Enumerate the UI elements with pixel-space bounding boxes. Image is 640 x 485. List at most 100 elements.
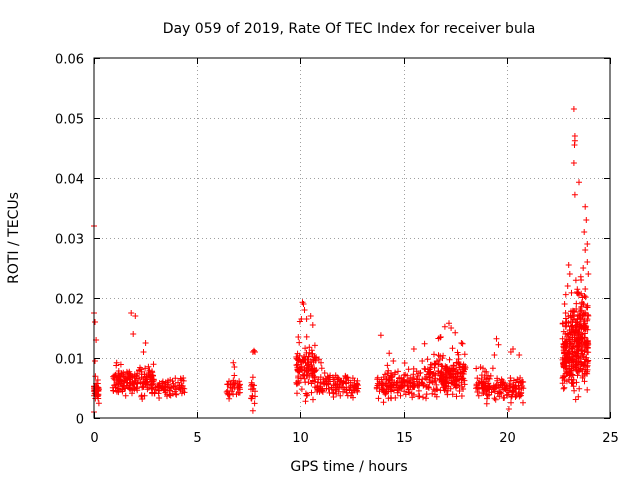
roti-point bbox=[295, 368, 302, 375]
roti-point bbox=[499, 380, 506, 387]
roti-point bbox=[583, 217, 590, 223]
roti-point bbox=[439, 355, 446, 362]
roti-point bbox=[316, 356, 322, 363]
chart-title: Day 059 of 2019, Rate Of TEC Index for r… bbox=[163, 21, 536, 37]
roti-point bbox=[341, 386, 348, 393]
roti-point bbox=[456, 364, 463, 371]
roti-point bbox=[425, 384, 432, 391]
roti-point bbox=[512, 385, 519, 392]
roti-point bbox=[458, 340, 465, 346]
roti-point bbox=[561, 384, 568, 391]
roti-point bbox=[584, 304, 591, 311]
roti-point bbox=[95, 400, 102, 407]
x-axis-label: GPS time / hours bbox=[290, 459, 407, 475]
roti-point bbox=[391, 371, 398, 378]
roti-point bbox=[307, 313, 314, 319]
roti-point bbox=[146, 375, 153, 382]
roti-point bbox=[409, 375, 416, 382]
roti-point bbox=[498, 390, 505, 397]
roti-point bbox=[115, 370, 122, 377]
roti-point bbox=[303, 333, 310, 340]
roti-point bbox=[503, 382, 510, 389]
roti-point bbox=[423, 383, 430, 390]
roti-point bbox=[427, 370, 434, 376]
roti-point bbox=[474, 375, 481, 382]
roti-point bbox=[574, 372, 581, 379]
roti-point bbox=[231, 364, 238, 370]
roti-point bbox=[388, 370, 395, 377]
roti-point bbox=[422, 366, 429, 373]
roti-point bbox=[454, 349, 461, 356]
roti-point bbox=[379, 386, 385, 393]
roti-point bbox=[249, 407, 256, 414]
roti-point bbox=[248, 395, 255, 402]
roti-point bbox=[459, 340, 466, 347]
roti-point bbox=[230, 359, 237, 366]
roti-point bbox=[294, 390, 300, 397]
roti-point bbox=[398, 375, 405, 382]
roti-point bbox=[561, 301, 568, 307]
roti-point bbox=[427, 361, 434, 368]
roti-point bbox=[491, 395, 498, 402]
roti-point bbox=[94, 393, 101, 400]
roti-point bbox=[572, 396, 579, 403]
roti-point bbox=[500, 379, 507, 386]
roti-point bbox=[438, 379, 445, 386]
roti-point bbox=[432, 391, 438, 398]
roti-point bbox=[563, 358, 570, 365]
x-tick-label: 10 bbox=[292, 431, 309, 446]
roti-point bbox=[564, 283, 571, 289]
roti-point bbox=[251, 347, 257, 354]
roti-point bbox=[380, 399, 387, 406]
roti-point bbox=[404, 383, 411, 390]
roti-point bbox=[481, 368, 488, 375]
roti-point bbox=[426, 371, 432, 378]
roti-point bbox=[407, 379, 414, 386]
roti-point bbox=[413, 368, 420, 375]
roti-point bbox=[330, 390, 337, 397]
y-tick-label: 0.05 bbox=[55, 113, 84, 128]
roti-point bbox=[320, 376, 327, 383]
roti-point bbox=[401, 388, 408, 395]
roti-point bbox=[303, 316, 310, 322]
roti-point bbox=[562, 359, 569, 366]
roti-point bbox=[418, 379, 425, 386]
roti-point bbox=[449, 391, 456, 398]
roti-point bbox=[138, 368, 145, 375]
roti-point bbox=[506, 380, 513, 387]
roti-point bbox=[116, 372, 123, 379]
roti-point bbox=[410, 384, 417, 390]
roti-point bbox=[140, 349, 147, 355]
roti-point bbox=[424, 356, 431, 363]
roti-point bbox=[485, 380, 492, 387]
roti-point bbox=[379, 380, 386, 387]
roti-point bbox=[485, 372, 491, 379]
roti-point bbox=[155, 382, 162, 388]
roti-point bbox=[150, 361, 157, 368]
ticks-layer: 0 0.01 0.02 0.03 0.04 0.05 0.06 0 5 10 15 20 25 bbox=[55, 53, 619, 447]
roti-point bbox=[299, 371, 306, 378]
roti-point bbox=[500, 386, 507, 393]
roti-point bbox=[345, 377, 352, 384]
roti-point bbox=[581, 229, 588, 235]
y-tick-label: 0.02 bbox=[55, 293, 84, 308]
roti-point bbox=[454, 376, 461, 383]
roti-point bbox=[402, 371, 409, 378]
roti-point bbox=[248, 379, 255, 386]
roti-point bbox=[126, 371, 133, 378]
roti-point bbox=[489, 365, 496, 372]
roti-point bbox=[437, 373, 444, 379]
roti-point bbox=[311, 378, 318, 385]
roti-point bbox=[452, 329, 459, 336]
roti-point bbox=[562, 310, 569, 316]
roti-point bbox=[405, 366, 412, 373]
roti-point bbox=[484, 395, 490, 402]
roti-point bbox=[486, 375, 493, 382]
roti-point bbox=[234, 380, 241, 387]
roti-point bbox=[456, 361, 463, 368]
roti-point bbox=[432, 372, 439, 378]
roti-point bbox=[142, 340, 149, 346]
roti-point bbox=[437, 334, 444, 340]
roti-point bbox=[505, 389, 512, 396]
y-tick-label: 0.01 bbox=[55, 353, 84, 368]
